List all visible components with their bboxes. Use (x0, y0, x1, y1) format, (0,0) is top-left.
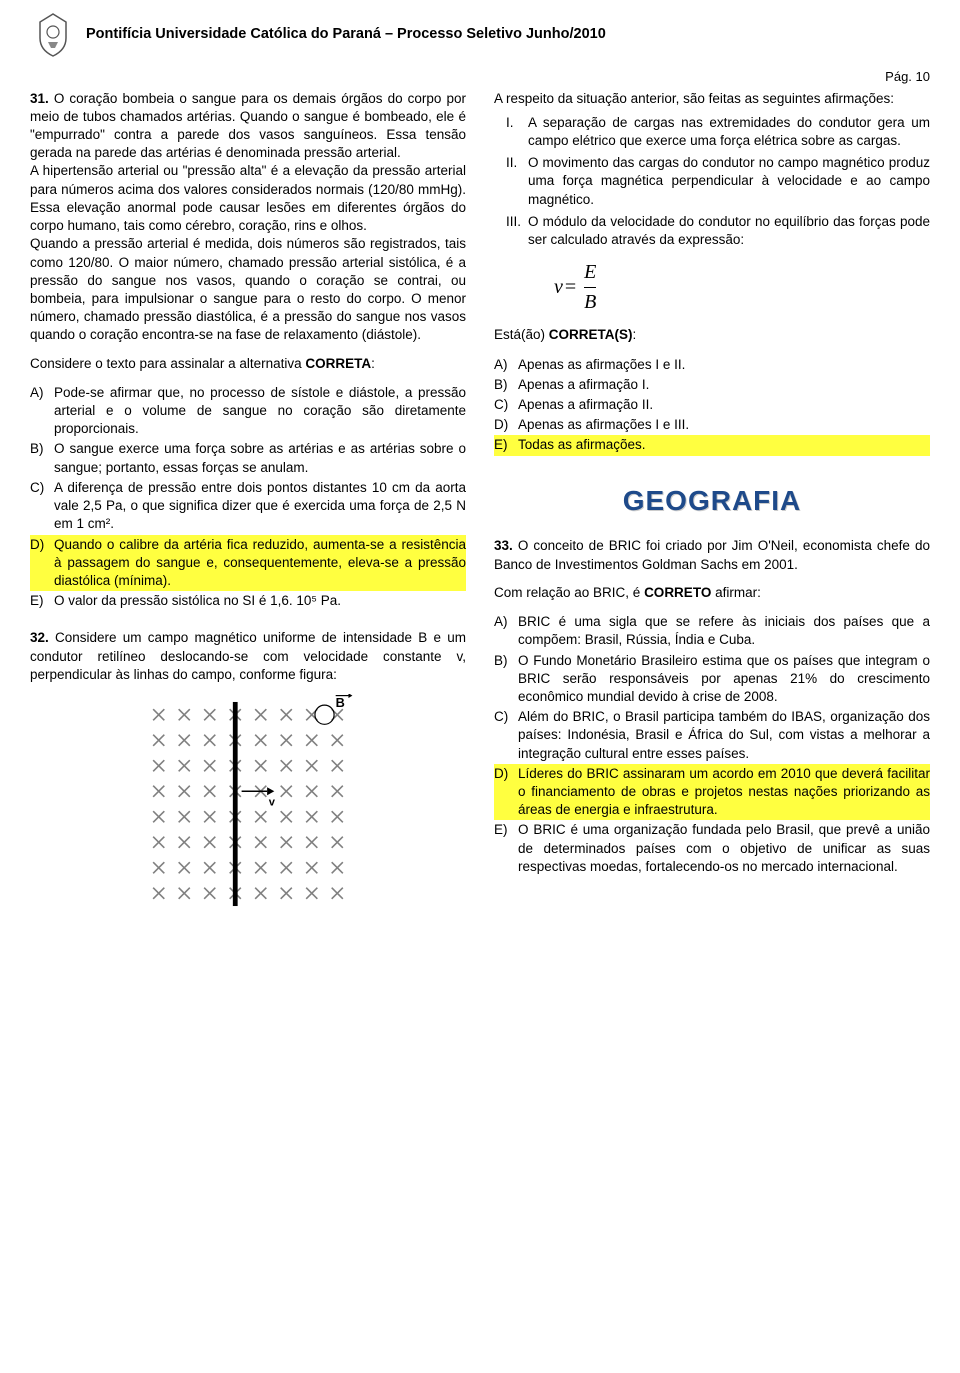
alternative-item: E)Todas as afirmações. (494, 435, 930, 455)
alternative-item: C)Além do BRIC, o Brasil participa també… (494, 707, 930, 764)
page-number: Pág. 10 (30, 68, 930, 86)
alternative-item: B)Apenas a afirmação I. (494, 375, 930, 395)
university-crest-icon (30, 12, 76, 58)
alt-letter: A) (30, 384, 54, 439)
magnetic-field-diagram: Bv (108, 694, 388, 914)
alt-letter: C) (30, 479, 54, 534)
alt-letter: D) (30, 536, 54, 591)
q32-body: Considere um campo magnético uniforme de… (30, 630, 466, 681)
q33-number: 33. (494, 538, 513, 553)
aff-2: II.O movimento das cargas do condutor no… (506, 154, 930, 209)
alt-letter: D) (494, 765, 518, 820)
alt-letter: A) (494, 356, 518, 374)
alternative-item: B)O Fundo Monetário Brasileiro estima qu… (494, 651, 930, 708)
q32-aff-intro: A respeito da situação anterior, são fei… (494, 90, 930, 108)
q32-number: 32. (30, 630, 49, 645)
header-title: Pontifícia Universidade Católica do Para… (86, 25, 606, 45)
alt-letter: E) (494, 436, 518, 454)
alt-letter: C) (494, 396, 518, 414)
alt-text: Líderes do BRIC assinaram um acordo em 2… (518, 765, 930, 820)
left-column: 31. O coração bombeia o sangue para os d… (30, 90, 466, 933)
alt-letter: B) (494, 652, 518, 707)
alt-text: Apenas a afirmação I. (518, 376, 930, 394)
alternative-item: D)Líderes do BRIC assinaram um acordo em… (494, 764, 930, 821)
question-32-cont: A respeito da situação anterior, são fei… (494, 90, 930, 456)
alt-text: Pode-se afirmar que, no processo de síst… (54, 384, 466, 439)
alt-letter: E) (30, 592, 54, 610)
q31-alternatives: A)Pode-se afirmar que, no processo de sí… (30, 383, 466, 612)
aff-3: III.O módulo da velocidade do condutor n… (506, 213, 930, 249)
alt-text: A diferença de pressão entre dois pontos… (54, 479, 466, 534)
alt-letter: B) (30, 440, 54, 476)
alt-letter: A) (494, 613, 518, 649)
q33-body: O conceito de BRIC foi criado por Jim O'… (494, 538, 930, 571)
alt-text: O BRIC é uma organização fundada pelo Br… (518, 821, 930, 876)
q31-number: 31. (30, 91, 49, 106)
alt-text: O valor da pressão sistólica no SI é 1,6… (54, 592, 466, 610)
q32-alternatives: A)Apenas as afirmações I e II.B)Apenas a… (494, 355, 930, 456)
svg-text:v: v (269, 797, 276, 809)
alternative-item: C)Apenas a afirmação II. (494, 395, 930, 415)
alternative-item: B)O sangue exerce uma força sobre as art… (30, 439, 466, 477)
alternative-item: E)O valor da pressão sistólica no SI é 1… (30, 591, 466, 611)
alt-text: Quando o calibre da artéria fica reduzid… (54, 536, 466, 591)
content-columns: 31. O coração bombeia o sangue para os d… (30, 90, 930, 933)
right-column: A respeito da situação anterior, são fei… (494, 90, 930, 933)
q32-formula: v = E B (494, 259, 930, 316)
alternative-item: A)Apenas as afirmações I e II. (494, 355, 930, 375)
q32-affirmations: I.A separação de cargas nas extremidades… (494, 114, 930, 250)
alternative-item: A)BRIC é uma sigla que se refere às inic… (494, 612, 930, 650)
q31-p2: A hipertensão arterial ou "pressão alta"… (30, 162, 466, 235)
q32-diagram: Bv (30, 694, 466, 914)
q33-alternatives: A)BRIC é uma sigla que se refere às inic… (494, 612, 930, 877)
alternative-item: A)Pode-se afirmar que, no processo de sí… (30, 383, 466, 440)
svg-text:B: B (336, 695, 345, 710)
alt-text: O Fundo Monetário Brasileiro estima que … (518, 652, 930, 707)
alt-text: Além do BRIC, o Brasil participa também … (518, 708, 930, 763)
alternative-item: D)Quando o calibre da artéria fica reduz… (30, 535, 466, 592)
alt-text: BRIC é uma sigla que se refere às inicia… (518, 613, 930, 649)
question-32: 32. Considere um campo magnético uniform… (30, 629, 466, 914)
alternative-item: C)A diferença de pressão entre dois pont… (30, 478, 466, 535)
alt-text: Apenas as afirmações I e III. (518, 416, 930, 434)
aff-1: I.A separação de cargas nas extremidades… (506, 114, 930, 150)
q32-result: Está(ão) CORRETA(S): (494, 326, 930, 344)
alt-text: O sangue exerce uma força sobre as artér… (54, 440, 466, 476)
alt-letter: C) (494, 708, 518, 763)
alternative-item: E)O BRIC é uma organização fundada pelo … (494, 820, 930, 877)
question-33: 33. O conceito de BRIC foi criado por Ji… (494, 537, 930, 877)
alt-text: Apenas a afirmação II. (518, 396, 930, 414)
q31-p3: Quando a pressão arterial é medida, dois… (30, 235, 466, 344)
q31-p1: O coração bombeia o sangue para os demai… (30, 91, 466, 161)
q31-prompt: Considere o texto para assinalar a alter… (30, 355, 466, 373)
question-31: 31. O coração bombeia o sangue para os d… (30, 90, 466, 612)
q33-prompt: Com relação ao BRIC, é CORRETO afirmar: (494, 584, 930, 602)
alt-letter: B) (494, 376, 518, 394)
section-title-geografia: GEOGRAFIA (494, 482, 930, 520)
page-header: Pontifícia Universidade Católica do Para… (30, 12, 930, 62)
alt-letter: D) (494, 416, 518, 434)
alternative-item: D)Apenas as afirmações I e III. (494, 415, 930, 435)
alt-letter: E) (494, 821, 518, 876)
alt-text: Todas as afirmações. (518, 436, 930, 454)
alt-text: Apenas as afirmações I e II. (518, 356, 930, 374)
